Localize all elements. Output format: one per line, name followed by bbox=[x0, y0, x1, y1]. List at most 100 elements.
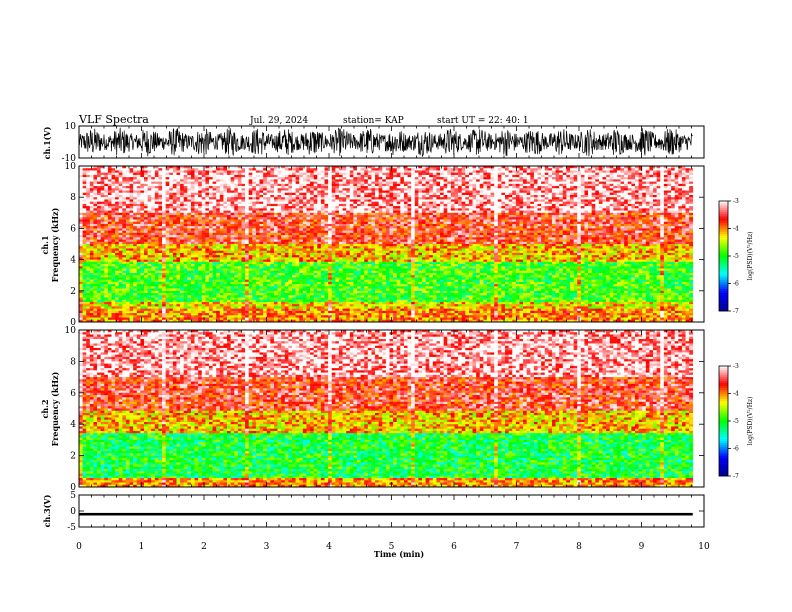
ch1-spec-cell bbox=[646, 173, 650, 176]
ch1-spec-cell bbox=[426, 179, 430, 182]
ch1-spec-cell bbox=[678, 170, 682, 173]
ch1-spec-cell bbox=[541, 168, 545, 171]
ch1-spec-cell bbox=[321, 177, 325, 180]
ch1-spec-cell bbox=[249, 182, 253, 185]
ch1-spec-cell bbox=[205, 182, 209, 185]
ch1-spec-cell bbox=[325, 182, 329, 185]
ch1-spec-cell bbox=[682, 175, 686, 178]
ch1-spec-cell bbox=[498, 170, 502, 173]
ch1-spec-cell bbox=[592, 179, 596, 182]
ch1-spec-cell bbox=[371, 175, 375, 178]
ch1-spec-cell bbox=[422, 177, 426, 180]
ch1-spec-cell bbox=[234, 182, 238, 185]
ch1-spec-cell bbox=[198, 184, 202, 187]
ch1-spec-cell bbox=[155, 173, 159, 176]
ch1-spec-cell bbox=[101, 170, 105, 173]
ch1-spec-cell bbox=[209, 184, 213, 187]
ch1-spec-cell bbox=[440, 177, 444, 180]
ch1-spec-cell bbox=[86, 177, 90, 180]
ch1-spec-cell bbox=[361, 173, 365, 176]
ch1-spec-cell bbox=[267, 184, 271, 187]
ch1-spec-cell bbox=[657, 179, 661, 182]
ch1-spec-cell bbox=[137, 179, 141, 182]
ch1-spec-cell bbox=[469, 168, 473, 171]
ch1-spec-cell bbox=[364, 182, 368, 185]
ch1-spec-cell bbox=[519, 175, 523, 178]
ch1-spec-cell bbox=[133, 177, 137, 180]
ch1-spec-cell bbox=[469, 177, 473, 180]
ch1-spec-cell bbox=[451, 182, 455, 185]
ch1-spec-cell bbox=[278, 184, 282, 187]
ch1-spec-cell bbox=[678, 175, 682, 178]
ch1-spec-cell bbox=[133, 182, 137, 185]
ch1-spec-cell bbox=[599, 173, 603, 176]
ch1-spec-cell bbox=[657, 170, 661, 173]
ch1-spec-cell bbox=[682, 170, 686, 173]
ch1-spec-cell bbox=[541, 175, 545, 178]
ch1-spec-cell bbox=[613, 175, 617, 178]
ch1-spec-cell bbox=[505, 170, 509, 173]
ch1-spec-cell bbox=[639, 175, 643, 178]
ch1-spec-cell bbox=[335, 170, 339, 173]
ch1-spec-cell bbox=[509, 182, 513, 185]
ch1-spec-cell bbox=[610, 170, 614, 173]
ch1-spec-cell bbox=[404, 182, 408, 185]
ch1-spec-cell bbox=[314, 177, 318, 180]
ch1-spec-cell bbox=[245, 184, 249, 187]
ch1-spec-cell bbox=[317, 184, 321, 187]
ch1-spec-cell bbox=[325, 177, 329, 180]
ch1-spec-cell bbox=[667, 182, 671, 185]
ch1-spec-cell bbox=[386, 179, 390, 182]
ch1-spec-cell bbox=[375, 182, 379, 185]
ch1-spec-cell bbox=[339, 175, 343, 178]
ch1-spec-cell bbox=[202, 182, 206, 185]
ch1-spec-cell bbox=[364, 177, 368, 180]
ch1-spec-cell bbox=[267, 179, 271, 182]
ch1-spec-cell bbox=[469, 175, 473, 178]
ch1-spec-cell bbox=[389, 179, 393, 182]
ch1-spec-cell bbox=[97, 173, 101, 176]
ch1-spec-cell bbox=[574, 170, 578, 173]
ch1-spec-cell bbox=[639, 177, 643, 180]
ch1-spec-cell bbox=[325, 168, 329, 171]
ch1-spec-cell bbox=[426, 182, 430, 185]
ch1-spec-cell bbox=[191, 177, 195, 180]
ch1-spec-cell bbox=[606, 175, 610, 178]
ch1-spec-cell bbox=[252, 177, 256, 180]
ch1-spec-cell bbox=[429, 170, 433, 173]
ch1-spec-cell bbox=[613, 168, 617, 171]
ch1-spec-cell bbox=[574, 168, 578, 171]
ch1-spec-cell bbox=[205, 170, 209, 173]
ch1-spec-cell bbox=[465, 182, 469, 185]
ch1-spec-cell bbox=[353, 175, 357, 178]
ch1-spec-cell bbox=[487, 170, 491, 173]
ch1-spec-cell bbox=[151, 170, 155, 173]
ch1-spec-cell bbox=[328, 179, 332, 182]
ch1-spec-cell bbox=[162, 170, 166, 173]
ch1-spec-cell bbox=[296, 173, 300, 176]
ch1-spec-cell bbox=[126, 184, 130, 187]
ch1-spec-cell bbox=[364, 175, 368, 178]
ch1-spec-cell bbox=[581, 170, 585, 173]
ch1-spec-cell bbox=[270, 184, 274, 187]
ch1-spec-cell bbox=[400, 170, 404, 173]
ch1-spec-cell bbox=[296, 168, 300, 171]
ch1-spec-cell bbox=[130, 175, 134, 178]
ch1-spec-cell bbox=[682, 173, 686, 176]
ch1-spec-cell bbox=[332, 177, 336, 180]
ch1-spec-cell bbox=[595, 179, 599, 182]
ch1-spec-cell bbox=[238, 173, 242, 176]
ch1-spec-cell bbox=[270, 170, 274, 173]
ch1-spec-cell bbox=[371, 173, 375, 176]
ch1-spec-cell bbox=[653, 175, 657, 178]
ch1-spec-cell bbox=[285, 170, 289, 173]
ch1-spec-cell bbox=[415, 175, 419, 178]
ch1-spec-cell bbox=[422, 179, 426, 182]
ch1-spec-cell bbox=[675, 182, 679, 185]
ch1-spec-cell bbox=[184, 182, 188, 185]
ch1-spec-cell bbox=[418, 170, 422, 173]
ch1-spec-cell bbox=[278, 170, 282, 173]
ch1-spec-cell bbox=[667, 173, 671, 176]
ch1-spec-cell bbox=[664, 168, 668, 171]
ch1-spec-cell bbox=[530, 182, 534, 185]
